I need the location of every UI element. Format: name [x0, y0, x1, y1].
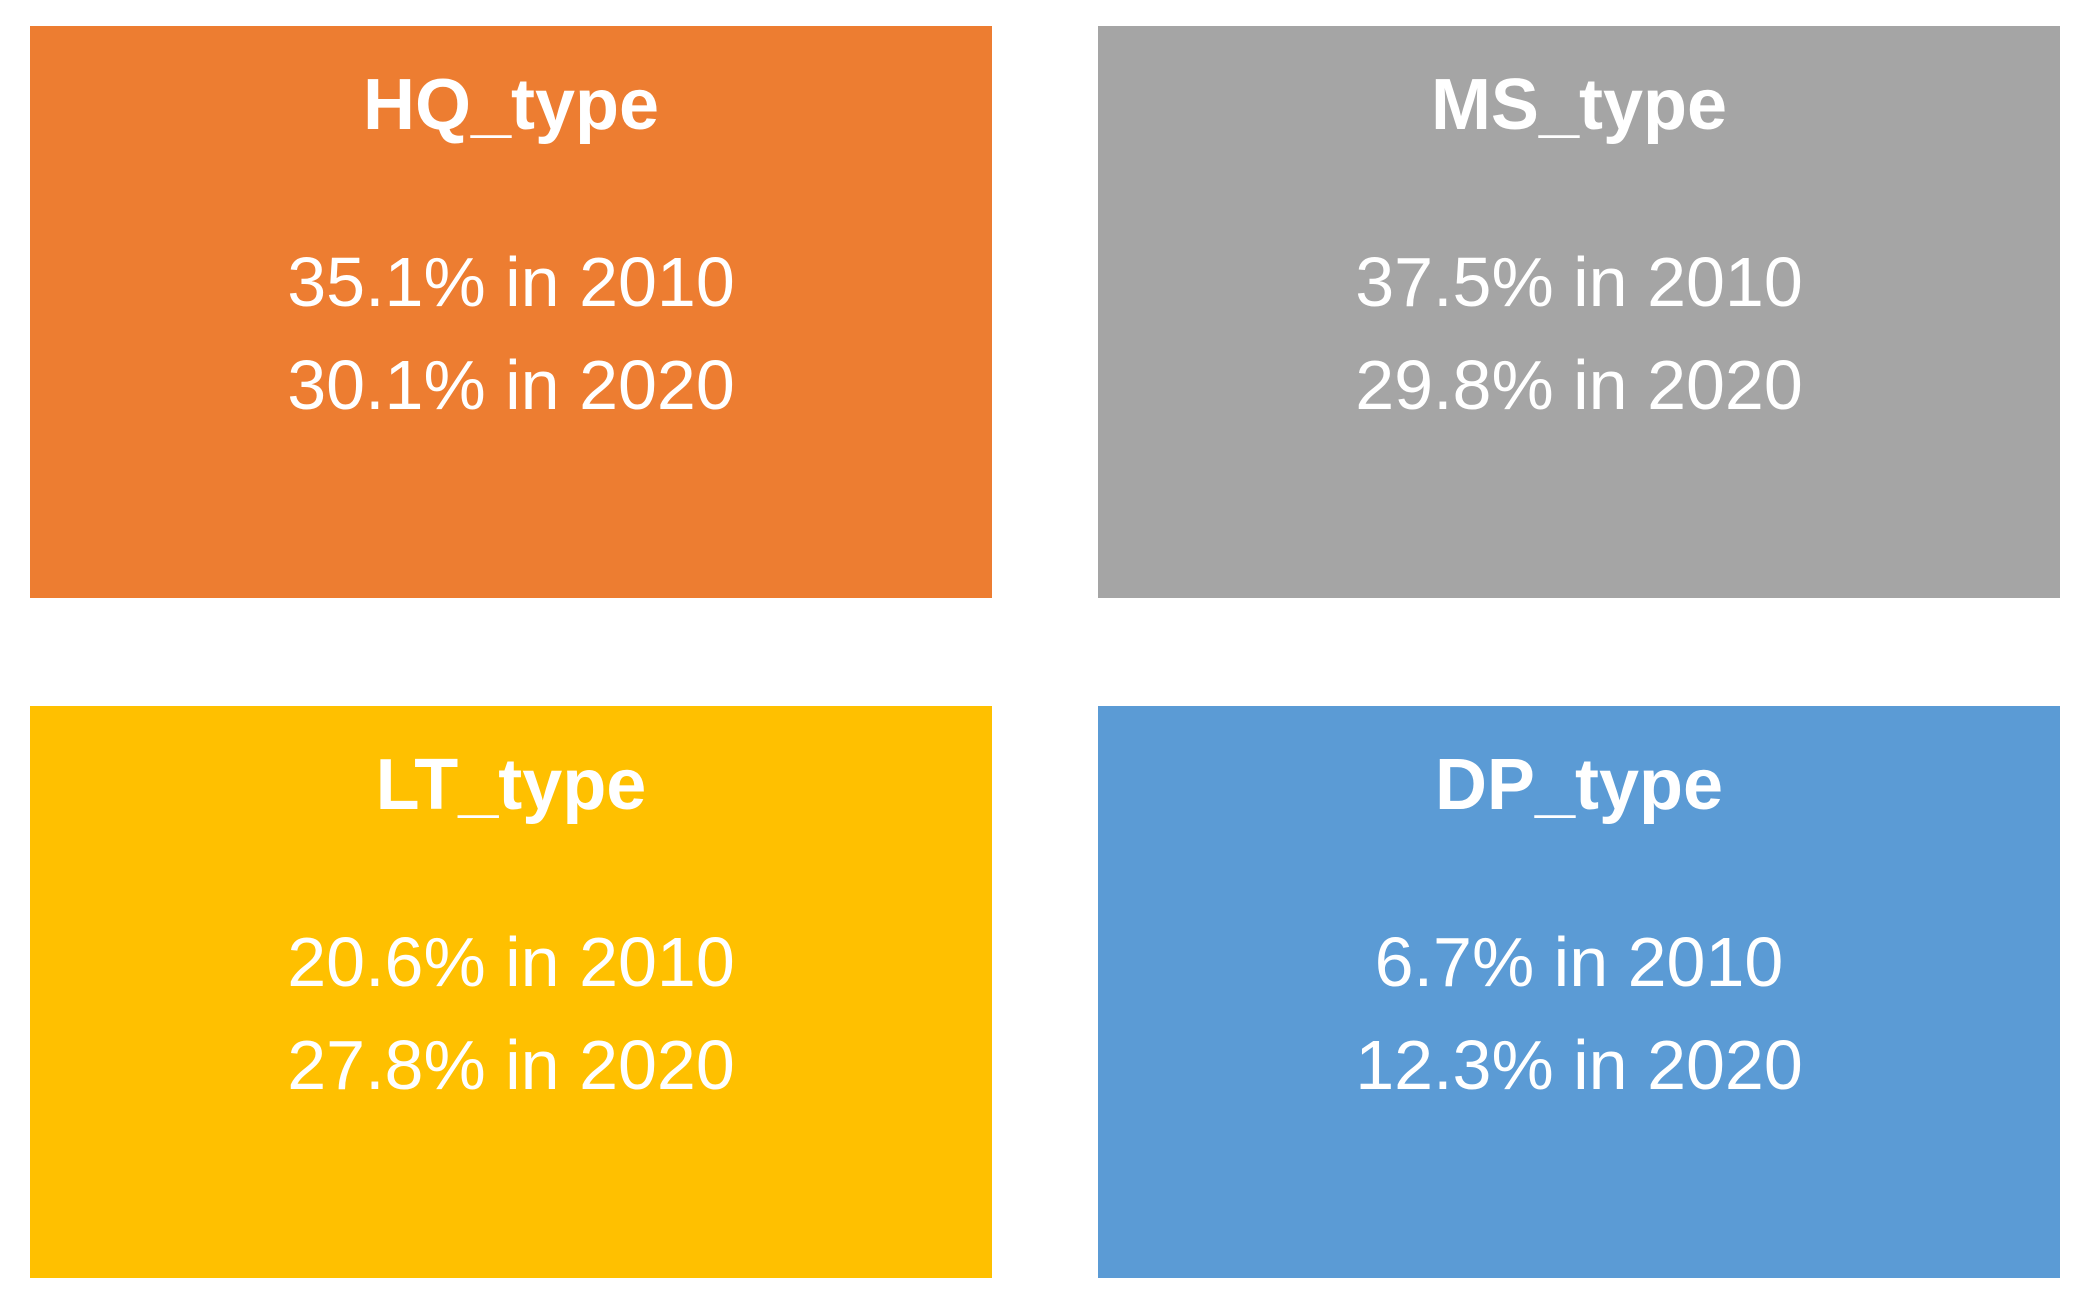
card-stats-hq-type: 35.1% in 2010 30.1% in 2020 [30, 231, 992, 437]
stat-card-lt-type: LT_type 20.6% in 2010 27.8% in 2020 [30, 706, 992, 1278]
stat-lt-2010: 20.6% in 2010 [287, 923, 735, 1001]
card-stats-lt-type: 20.6% in 2010 27.8% in 2020 [30, 911, 992, 1117]
stat-hq-2010: 35.1% in 2010 [287, 243, 735, 321]
stat-dp-2020: 12.3% in 2020 [1355, 1026, 1803, 1104]
card-title-ms-type: MS_type [1430, 65, 1728, 145]
stat-ms-2020: 29.8% in 2020 [1355, 346, 1803, 424]
card-title-lt-type: LT_type [375, 745, 647, 825]
stat-card-ms-type: MS_type 37.5% in 2010 29.8% in 2020 [1098, 26, 2060, 598]
card-title-dp-type: DP_type [1434, 745, 1724, 825]
stat-lt-2020: 27.8% in 2020 [287, 1026, 735, 1104]
stat-hq-2020: 30.1% in 2020 [287, 346, 735, 424]
stat-dp-2010: 6.7% in 2010 [1374, 923, 1784, 1001]
stat-card-hq-type: HQ_type 35.1% in 2010 30.1% in 2020 [30, 26, 992, 598]
card-title-hq-type: HQ_type [362, 65, 660, 145]
stat-card-dp-type: DP_type 6.7% in 2010 12.3% in 2020 [1098, 706, 2060, 1278]
card-stats-ms-type: 37.5% in 2010 29.8% in 2020 [1098, 231, 2060, 437]
stat-ms-2010: 37.5% in 2010 [1355, 243, 1803, 321]
card-stats-dp-type: 6.7% in 2010 12.3% in 2020 [1098, 911, 2060, 1117]
